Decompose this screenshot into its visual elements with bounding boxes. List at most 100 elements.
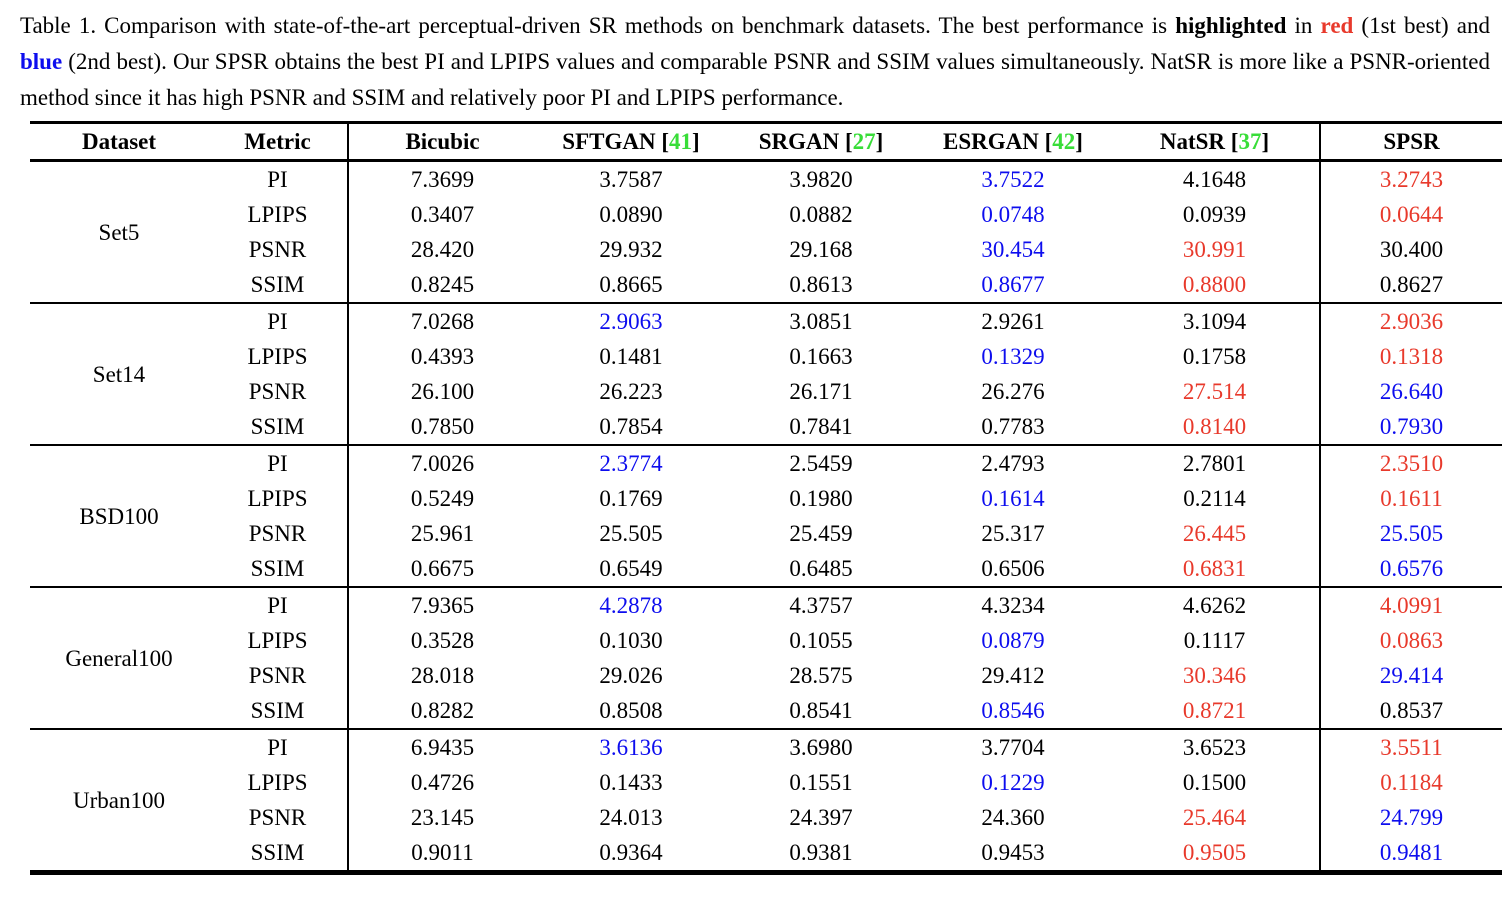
metric-cell: PSNR: [208, 516, 349, 551]
metric-cell: SSIM: [208, 267, 349, 303]
value-cell: 0.6485: [789, 556, 853, 581]
value-cell: 0.9505: [1110, 835, 1321, 873]
results-table: Dataset Metric Bicubic SFTGAN [41] SRGAN [27…: [30, 121, 1502, 875]
dataset-cell: General100: [65, 645, 173, 671]
value-cell: 27.514: [1110, 374, 1321, 409]
citation-ref[interactable]: 37: [1238, 129, 1262, 154]
value-cell: 29.412: [981, 663, 1045, 688]
value-cell: 0.1758: [1110, 339, 1321, 374]
value-cell: 26.445: [1110, 516, 1321, 551]
value-cell: 0.3528: [410, 628, 475, 653]
value-cell: 0.7841: [789, 414, 853, 439]
value-cell: 2.9036: [1379, 309, 1444, 334]
value-cell: 0.8665: [599, 272, 663, 297]
col-header-natsr: NatSR [37]: [1110, 122, 1321, 161]
table-row: SSIM 0.9011 0.9364 0.9381 0.9453 0.9505 0.9481: [30, 835, 1502, 873]
citation-ref[interactable]: 27: [852, 129, 876, 154]
value-cell: 28.018: [410, 663, 475, 688]
value-cell: 0.8613: [789, 272, 853, 297]
caption-segment: highlighted: [1175, 13, 1287, 38]
value-cell: 4.3234: [981, 593, 1045, 618]
value-cell: 29.168: [789, 237, 853, 262]
col-header-label: SPSR: [1383, 129, 1440, 154]
value-cell: 0.3407: [410, 202, 475, 227]
value-cell: 29.932: [599, 237, 663, 262]
value-cell: 0.8140: [1110, 409, 1321, 445]
dataset-group-bsd100: BSD100 PI 7.0026 2.3774 2.5459 2.4793 2.7801 2.…: [30, 445, 1502, 587]
col-header-label: Bicubic: [405, 129, 480, 154]
citation-ref[interactable]: 41: [669, 129, 693, 154]
table-row: SSIM 0.8282 0.8508 0.8541 0.8546 0.8721 0.8537: [30, 693, 1502, 729]
dataset-group-set5: Set5 PI 7.3699 3.7587 3.9820 3.7522 4.1648 3.27…: [30, 160, 1502, 303]
value-cell: 0.0879: [981, 628, 1045, 653]
col-header-spsr: SPSR: [1320, 123, 1502, 161]
value-cell: 2.9261: [981, 309, 1045, 334]
value-cell: 7.0026: [410, 451, 475, 476]
table-row: PSNR 23.145 24.013 24.397 24.360 25.464 24.799: [30, 800, 1502, 835]
metric-cell: LPIPS: [208, 481, 349, 516]
value-cell: 0.8800: [1110, 267, 1321, 303]
col-header-label: NatSR: [1159, 129, 1226, 154]
value-cell: 0.6506: [981, 556, 1045, 581]
value-cell: 0.1433: [599, 770, 663, 795]
table-row: PSNR 26.100 26.223 26.171 26.276 27.514 26.640: [30, 374, 1502, 409]
value-cell: 25.464: [1110, 800, 1321, 835]
value-cell: 3.1094: [1110, 303, 1321, 339]
value-cell: 30.991: [1110, 232, 1321, 267]
metric-cell: PSNR: [208, 658, 349, 693]
value-cell: 7.9365: [410, 593, 475, 618]
value-cell: 0.8541: [789, 698, 853, 723]
value-cell: 0.9381: [789, 840, 853, 865]
col-header-label: Dataset: [81, 129, 157, 154]
value-cell: 0.1663: [789, 344, 853, 369]
value-cell: 2.9063: [599, 309, 663, 334]
value-cell: 4.6262: [1110, 587, 1321, 623]
value-cell: 25.317: [981, 521, 1045, 546]
value-cell: 28.420: [410, 237, 475, 262]
col-header-metric: Metric: [208, 122, 349, 161]
value-cell: 0.0748: [981, 202, 1045, 227]
value-cell: 0.7930: [1379, 414, 1444, 439]
value-cell: 0.1030: [599, 628, 663, 653]
value-cell: 30.454: [981, 237, 1045, 262]
dataset-cell: Set14: [92, 361, 146, 387]
value-cell: 2.3510: [1379, 451, 1444, 476]
value-cell: 7.0268: [410, 309, 475, 334]
value-cell: 0.1329: [981, 344, 1045, 369]
value-cell: 25.505: [599, 521, 663, 546]
value-cell: 2.7801: [1110, 445, 1321, 481]
table-row: LPIPS 0.3407 0.0890 0.0882 0.0748 0.0939 0.064…: [30, 197, 1502, 232]
table-row: LPIPS 0.5249 0.1769 0.1980 0.1614 0.2114 0.161…: [30, 481, 1502, 516]
value-cell: 0.7850: [410, 414, 475, 439]
dataset-cell: Urban100: [73, 787, 165, 813]
citation-ref[interactable]: 42: [1052, 129, 1076, 154]
table-row: General100 PI 7.9365 4.2878 4.3757 4.3234 4.62…: [30, 587, 1502, 671]
value-cell: 0.1117: [1110, 623, 1321, 658]
table-row: SSIM 0.6675 0.6549 0.6485 0.6506 0.6831 0.6576: [30, 551, 1502, 587]
caption-segment: blue: [20, 49, 63, 74]
value-cell: 0.9453: [981, 840, 1045, 865]
value-cell: 4.3757: [789, 593, 853, 618]
value-cell: 25.961: [410, 521, 475, 546]
value-cell: 29.026: [599, 663, 663, 688]
table-row: LPIPS 0.4726 0.1433 0.1551 0.1229 0.1500 0.118…: [30, 765, 1502, 800]
table-header-row-container: Dataset Metric Bicubic SFTGAN [41] SRGAN [27…: [30, 122, 1502, 161]
col-header-sftgan: SFTGAN [41]: [562, 129, 700, 154]
value-cell: 3.7522: [981, 167, 1045, 192]
caption-segment: (1st best) and: [1353, 13, 1491, 38]
value-cell: 0.8282: [410, 698, 475, 723]
value-cell: 0.6675: [410, 556, 475, 581]
value-cell: 24.360: [981, 805, 1045, 830]
metric-cell: LPIPS: [208, 339, 349, 374]
value-cell: 0.5249: [410, 486, 475, 511]
table-row: LPIPS 0.3528 0.1030 0.1055 0.0879 0.1117 0.086…: [30, 623, 1502, 658]
value-cell: 3.7704: [981, 735, 1045, 760]
col-header-label: SRGAN: [758, 129, 840, 154]
value-cell: 0.8721: [1110, 693, 1321, 729]
table-row: LPIPS 0.4393 0.1481 0.1663 0.1329 0.1758 0.131…: [30, 339, 1502, 374]
value-cell: 6.9435: [410, 735, 475, 760]
value-cell: 26.100: [410, 379, 475, 404]
dataset-cell: BSD100: [79, 503, 159, 529]
value-cell: 0.1318: [1379, 344, 1444, 369]
dataset-group-general100: General100 PI 7.9365 4.2878 4.3757 4.3234 4.62…: [30, 587, 1502, 729]
